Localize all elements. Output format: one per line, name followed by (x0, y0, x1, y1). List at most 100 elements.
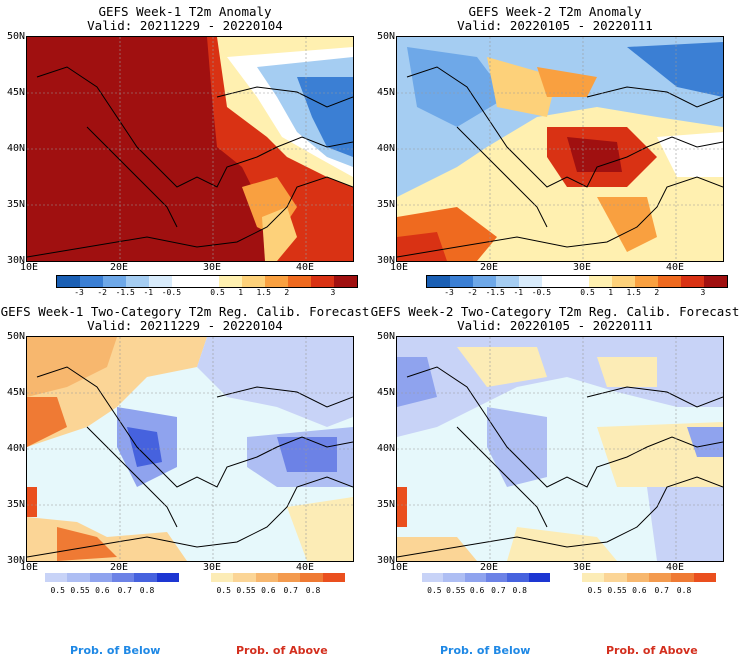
colorbar-swatch (507, 573, 529, 582)
colorbar-tick-label: 0.6 (632, 586, 647, 595)
colorbar-tick-label: 1 (238, 288, 244, 297)
lat-label: 35N (376, 499, 395, 510)
panel-valid-dates: Valid: 20211229 - 20220104 (87, 318, 283, 333)
colorbar-swatch (111, 573, 135, 582)
colorbar-tick-label: 0.55 (446, 586, 466, 595)
colorbar-tick-label: 0.7 (283, 586, 298, 595)
lon-label: 30E (572, 262, 592, 273)
colorbar-swatch (218, 276, 242, 287)
colorbar-swatch (172, 276, 196, 287)
prob-below-label: Prob. of Below (440, 644, 531, 657)
colorbar-tick-label: 3 (330, 288, 336, 297)
colorbar-tick-label: -3 (444, 288, 454, 297)
lon-label: 40E (295, 562, 315, 573)
panel-title: GEFS Week-2 T2m Anomaly (468, 4, 642, 19)
above-colorbar (582, 573, 716, 582)
colorbar-tick-label: 0.55 (70, 586, 90, 595)
colorbar-swatch (485, 573, 508, 582)
panel-title: GEFS Week-1 Two-Category T2m Reg. Calib.… (0, 304, 370, 319)
anomaly-map (396, 36, 724, 262)
colorbar-swatch (565, 276, 589, 287)
colorbar-swatch (333, 276, 358, 287)
lon-label: 20E (109, 262, 129, 273)
colorbar-tick-label: 1.5 (626, 288, 641, 297)
colorbar-swatch (657, 276, 681, 287)
prob-above-label: Prob. of Above (606, 644, 698, 657)
colorbar-swatch (464, 573, 486, 582)
colorbar-tick-label: -1 (143, 288, 154, 297)
colorbar-tick-label: 0.7 (654, 586, 669, 595)
lon-label: 10E (389, 262, 409, 273)
lon-label: 10E (19, 562, 39, 573)
colorbar-tick-label: 0.6 (469, 586, 485, 595)
colorbar-swatch (604, 573, 627, 582)
panel-week2-anomaly: GEFS Week-2 T2m Anomaly Valid: 20220105 … (370, 0, 740, 300)
colorbar-swatch (693, 573, 716, 582)
above-colorbar (211, 573, 345, 582)
prob-above-label: Prob. of Above (236, 644, 328, 657)
panel-title: GEFS Week-2 Two-Category T2m Reg. Calib.… (370, 304, 740, 319)
panel-week1-probability: GEFS Week-1 Two-Category T2m Reg. Calib.… (0, 300, 370, 662)
colorbar-swatch (45, 573, 68, 582)
anomaly-map (26, 36, 354, 262)
lat-label: 30N (6, 555, 25, 566)
colorbar-tick-label: 0.5 (50, 586, 65, 595)
colorbar-tick-label: -3 (74, 288, 84, 297)
colorbar-swatch (233, 573, 256, 582)
colorbar-swatch (450, 276, 474, 287)
colorbar-swatch (134, 573, 157, 582)
colorbar-swatch (496, 276, 520, 287)
lat-label: 40N (376, 143, 395, 154)
probability-map (26, 336, 354, 562)
lat-label: 30N (376, 555, 395, 566)
colorbar-swatch (680, 276, 704, 287)
lat-label: 45N (6, 87, 25, 98)
colorbar-tick-label: 0.55 (236, 586, 256, 595)
colorbar-swatch (103, 276, 127, 287)
colorbar-swatch (67, 573, 90, 582)
colorbar-swatch (211, 573, 234, 582)
colorbar-tick-label: 0.5 (210, 288, 225, 297)
below-colorbar (422, 573, 550, 582)
panel-valid-dates: Valid: 20220105 - 20220111 (457, 318, 653, 333)
colorbar-swatch (149, 276, 173, 287)
colorbar-tick-label: -0.5 (531, 288, 552, 297)
lat-label: 50N (6, 31, 25, 42)
anomaly-colorbar (56, 275, 358, 288)
colorbar-tick-label: 2 (654, 288, 660, 297)
lat-label: 50N (6, 331, 25, 342)
colorbar-swatch (582, 573, 605, 582)
colorbar-tick-label: 0.6 (261, 586, 276, 595)
lon-label: 20E (479, 262, 499, 273)
colorbar-swatch (287, 276, 311, 287)
lon-label: 20E (109, 562, 129, 573)
colorbar-swatch (57, 276, 81, 287)
lon-label: 10E (389, 562, 409, 573)
colorbar-tick-label: -2 (467, 288, 477, 297)
colorbar-swatch (310, 276, 334, 287)
lat-label: 30N (376, 255, 395, 266)
probability-map (396, 336, 724, 562)
colorbar-swatch (671, 573, 694, 582)
lat-label: 30N (6, 255, 25, 266)
colorbar-swatch (626, 573, 649, 582)
anomaly-colorbar (426, 275, 728, 288)
lon-label: 30E (572, 562, 592, 573)
panel-week1-anomaly: GEFS Week-1 T2m Anomaly Valid: 20211229 … (0, 0, 370, 300)
panel-valid-dates: Valid: 20211229 - 20220104 (87, 18, 283, 33)
lon-label: 40E (295, 262, 315, 273)
colorbar-tick-label: 0.55 (607, 586, 627, 595)
colorbar-swatch (89, 573, 112, 582)
colorbar-tick-label: 3 (700, 288, 706, 297)
lon-label: 20E (479, 562, 499, 573)
lon-label: 10E (19, 262, 39, 273)
lat-label: 35N (376, 199, 395, 210)
colorbar-swatch (126, 276, 150, 287)
prob-below-label: Prob. of Below (70, 644, 161, 657)
colorbar-swatch (264, 276, 288, 287)
colorbar-tick-label: 0.5 (587, 586, 602, 595)
colorbar-swatch (241, 276, 265, 287)
colorbar-tick-label: 1.5 (256, 288, 271, 297)
colorbar-swatch (255, 573, 278, 582)
colorbar-swatch (80, 276, 104, 287)
